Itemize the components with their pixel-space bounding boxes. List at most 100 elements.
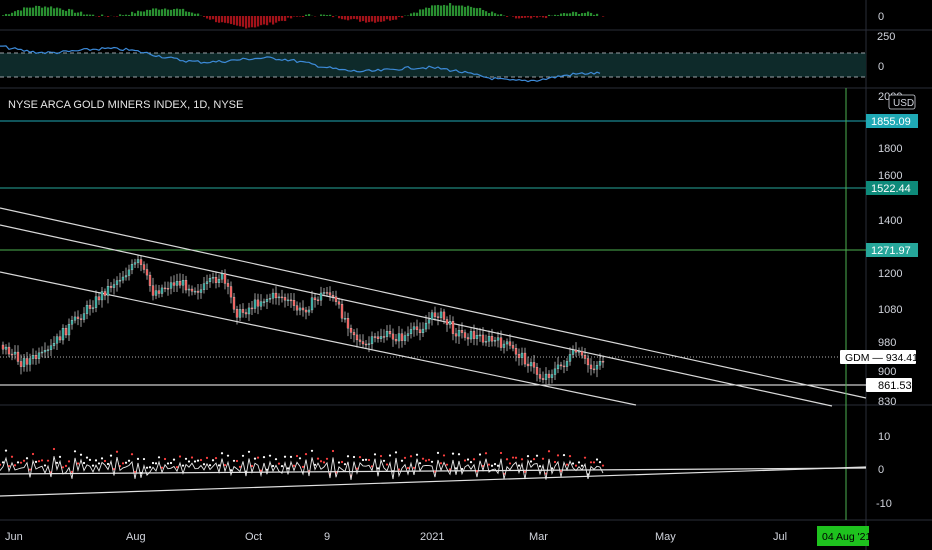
candle-body — [83, 314, 85, 320]
x-label-Jun: Jun — [5, 531, 23, 543]
histogram-bar — [572, 12, 574, 16]
histogram-bar — [515, 16, 517, 18]
candle-body — [443, 312, 445, 320]
osc-dot — [386, 463, 388, 465]
osc-dot — [383, 460, 385, 462]
osc-dot — [320, 460, 322, 462]
osc-dot — [584, 457, 586, 459]
candle-body — [47, 350, 49, 351]
candle-body — [368, 344, 370, 345]
osc-dot — [602, 464, 604, 466]
osc-dot — [224, 464, 226, 466]
osc-dot — [209, 464, 211, 466]
candle-body — [206, 282, 208, 284]
candle-body — [602, 361, 604, 362]
candle-body — [431, 313, 433, 320]
osc-dot — [431, 461, 433, 463]
candle-body — [17, 352, 19, 361]
histogram-bar — [542, 16, 544, 17]
candle-body — [158, 291, 160, 294]
osc-dot — [404, 457, 406, 459]
candle-body — [29, 359, 31, 365]
osc-dot — [533, 458, 535, 460]
histogram-bar — [74, 13, 76, 16]
histogram-bar — [323, 15, 325, 16]
histogram-bar — [512, 16, 514, 17]
histogram-bar — [560, 14, 562, 16]
candle-body — [74, 317, 76, 320]
histogram-bar — [236, 16, 238, 26]
candle-body — [332, 295, 334, 297]
histogram-bar — [56, 8, 58, 16]
osc-dot — [257, 457, 259, 459]
histogram-bar — [566, 13, 568, 16]
candle-body — [584, 355, 586, 358]
osc-dot — [527, 455, 529, 457]
osc-dot — [14, 464, 16, 466]
histogram-bar — [596, 14, 598, 16]
histogram-bar — [332, 16, 334, 17]
osc-dot — [80, 454, 82, 456]
histogram-bar — [521, 16, 523, 18]
candle-body — [482, 335, 484, 342]
osc-dot — [389, 454, 391, 456]
osc-dot — [578, 461, 580, 463]
candle-body — [401, 334, 403, 341]
histogram-bar — [257, 16, 259, 27]
histogram-bar — [497, 15, 499, 16]
candle-body — [20, 361, 22, 366]
osc-dot — [446, 464, 448, 466]
candle-body — [581, 351, 583, 355]
histogram-bar — [425, 8, 427, 16]
candle-body — [467, 337, 469, 339]
osc-dot — [20, 462, 22, 464]
osc-dot — [278, 462, 280, 464]
osc-dot — [155, 462, 157, 464]
candle-body — [575, 350, 577, 352]
candle-body — [215, 277, 217, 283]
histogram-bar — [260, 16, 262, 25]
candle-body — [44, 350, 46, 352]
candle-body — [191, 289, 193, 291]
osc-dot — [362, 459, 364, 461]
price-tick-1080: 1080 — [878, 304, 902, 316]
histogram-bar — [413, 13, 415, 16]
candle-body — [245, 313, 247, 314]
histogram-bar — [275, 16, 277, 23]
osc-dot — [191, 456, 193, 458]
candle-body — [494, 340, 496, 341]
candle-body — [260, 302, 262, 306]
histogram-bar — [227, 16, 229, 23]
candle-body — [569, 354, 571, 361]
candle-body — [227, 283, 229, 286]
histogram-bar — [563, 13, 565, 16]
candle-body — [329, 293, 331, 296]
histogram-bar — [350, 16, 352, 19]
candle-body — [350, 328, 352, 332]
candle-body — [452, 321, 454, 333]
histogram-bar — [356, 16, 358, 19]
candle-body — [515, 348, 517, 354]
histogram-bar — [593, 15, 595, 16]
x-label-Mar: Mar — [529, 531, 548, 543]
histogram-bar — [182, 9, 184, 16]
candle-body — [422, 329, 424, 333]
histogram-bar — [92, 15, 94, 16]
osc-dot — [593, 461, 595, 463]
osc-dot — [368, 459, 370, 461]
osc-dot — [95, 459, 97, 461]
candle-body — [428, 320, 430, 323]
osc-dot — [167, 462, 169, 464]
histogram-bar — [278, 16, 280, 21]
candle-body — [170, 283, 172, 289]
histogram-bar — [440, 6, 442, 16]
candle-body — [233, 297, 235, 309]
osc-dot — [353, 456, 355, 458]
candle-body — [200, 290, 202, 293]
histogram-bar — [365, 16, 367, 23]
candle-body — [122, 277, 124, 280]
candle-body — [68, 324, 70, 335]
candle-body — [596, 365, 598, 369]
histogram-bar — [554, 15, 556, 16]
histogram-bar — [53, 8, 55, 16]
